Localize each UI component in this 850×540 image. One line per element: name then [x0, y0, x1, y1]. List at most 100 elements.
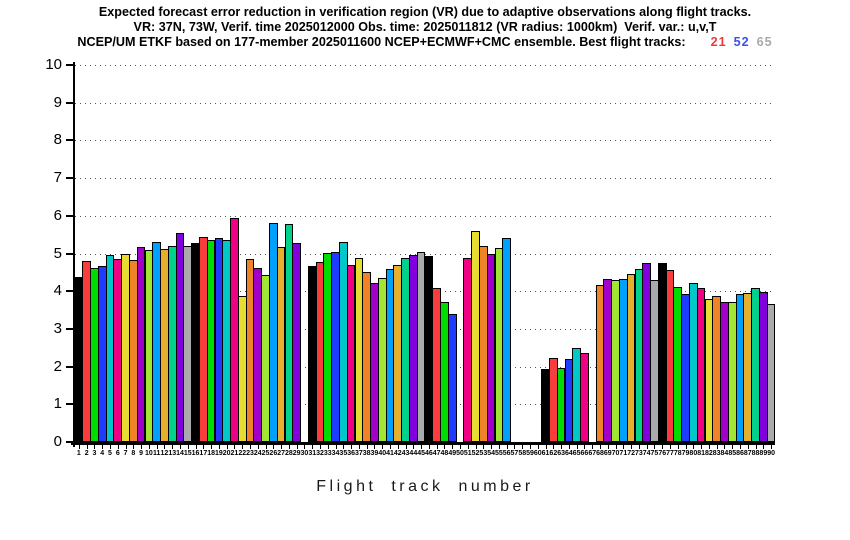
x-tick-label-2: 2: [84, 450, 89, 457]
x-tick-48: [444, 445, 446, 449]
x-tick-3: [94, 445, 96, 449]
x-tick-label-59: 59: [526, 450, 534, 457]
x-tick-30: [304, 445, 306, 449]
x-tick-60: [537, 445, 539, 449]
x-tick-label-15: 15: [183, 450, 192, 457]
x-tick-28: [288, 445, 290, 449]
x-tick-90: [771, 445, 773, 449]
x-tick-74: [646, 445, 648, 449]
best-track-21: 21: [710, 35, 727, 49]
x-tick-label-36: 36: [347, 450, 355, 457]
x-tick-label-89: 89: [759, 450, 768, 457]
x-tick-57: [514, 445, 516, 449]
y-tick-7: [66, 177, 73, 180]
x-tick-label-4: 4: [100, 450, 105, 457]
x-tick-label-46: 46: [424, 450, 433, 457]
x-tick-26: [273, 445, 275, 449]
x-tick-53: [483, 445, 485, 449]
x-tick-79: [685, 445, 687, 449]
x-tick-label-42: 42: [393, 450, 402, 457]
x-tick-label-17: 17: [199, 450, 208, 457]
x-tick-50: [460, 445, 461, 449]
chart-title-line-3-text: NCEP/UM ETKF based on 177-member 2025011…: [77, 35, 686, 49]
x-tick-label-5: 5: [108, 450, 112, 457]
y-tick-label-6: 6: [53, 206, 62, 224]
x-tick-18: [211, 445, 213, 449]
x-tick-label-41: 41: [386, 450, 394, 457]
x-tick-87: [747, 445, 749, 449]
x-tick-80: [693, 445, 695, 449]
y-axis-line: [73, 62, 75, 447]
x-tick-label-7: 7: [123, 450, 128, 457]
x-tick-label-49: 49: [448, 450, 457, 457]
x-tick-22: [242, 445, 244, 449]
x-tick-label-84: 84: [720, 450, 729, 457]
x-tick-label-81: 81: [697, 450, 705, 457]
x-tick-label-78: 78: [673, 450, 682, 457]
x-tick-7: [125, 445, 127, 449]
x-tick-32: [320, 445, 321, 449]
x-tick-33: [327, 445, 329, 449]
y-tick-2: [66, 365, 73, 368]
y-tick-label-0: 0: [53, 433, 62, 450]
chart-title-line-2: VR: 37N, 73W, Verif. time 2025012000 Obs…: [133, 20, 717, 34]
x-tick-label-31: 31: [308, 450, 317, 457]
x-tick-label-47: 47: [432, 450, 441, 457]
x-tick-62: [553, 445, 555, 449]
x-tick-label-8: 8: [131, 450, 136, 457]
x-tick-label-22: 22: [238, 450, 247, 457]
x-tick-49: [452, 445, 454, 449]
x-tick-label-61: 61: [541, 450, 550, 457]
x-tick-45: [421, 445, 423, 449]
y-tick-label-2: 2: [53, 357, 62, 375]
x-tick-label-70: 70: [611, 450, 620, 457]
x-tick-85: [732, 445, 734, 449]
gridline-y-10: [75, 65, 775, 66]
x-tick-77: [670, 445, 671, 449]
chart-title-line-3: NCEP/UM ETKF based on 177-member 2025011…: [0, 35, 850, 49]
x-tick-24: [257, 445, 259, 449]
x-tick-72: [631, 445, 633, 449]
x-tick-14: [180, 445, 181, 449]
x-tick-4: [102, 445, 104, 449]
x-tick-label-20: 20: [222, 450, 231, 457]
bar-track-49: [447, 313, 457, 442]
x-tick-label-44: 44: [409, 450, 418, 457]
x-tick-65: [576, 445, 578, 449]
x-tick-label-86: 86: [736, 450, 744, 457]
x-tick-29: [296, 445, 298, 449]
x-tick-label-80: 80: [689, 450, 698, 457]
best-track-52: 52: [733, 35, 750, 49]
x-tick-label-90: 90: [767, 450, 775, 457]
x-tick-40: [382, 445, 384, 449]
x-tick-54: [491, 445, 493, 449]
x-tick-label-25: 25: [261, 450, 270, 457]
x-tick-label-65: 65: [572, 450, 581, 457]
y-tick-5: [66, 252, 73, 255]
x-tick-label-13: 13: [168, 450, 177, 457]
x-tick-76: [662, 445, 664, 449]
x-tick-20: [226, 445, 228, 449]
x-tick-label-33: 33: [323, 450, 332, 457]
x-tick-label-48: 48: [440, 450, 449, 457]
x-tick-label-14: 14: [176, 450, 184, 457]
x-tick-2: [86, 445, 88, 449]
x-tick-38: [366, 445, 368, 449]
x-tick-label-3: 3: [92, 450, 97, 457]
x-tick-39: [374, 445, 376, 449]
x-tick-label-28: 28: [284, 450, 293, 457]
x-tick-73: [638, 445, 640, 449]
x-tick-68: [600, 445, 601, 449]
x-tick-58: [522, 445, 524, 449]
x-tick-16: [195, 445, 197, 449]
x-tick-69: [607, 445, 609, 449]
bar-track-29: [292, 242, 302, 442]
y-tick-label-10: 10: [45, 56, 62, 73]
x-tick-43: [405, 445, 407, 449]
y-tick-8: [66, 139, 73, 142]
x-tick-12: [164, 445, 166, 449]
x-tick-27: [281, 445, 283, 449]
x-tick-label-23: 23: [246, 450, 254, 457]
x-tick-label-12: 12: [160, 450, 169, 457]
